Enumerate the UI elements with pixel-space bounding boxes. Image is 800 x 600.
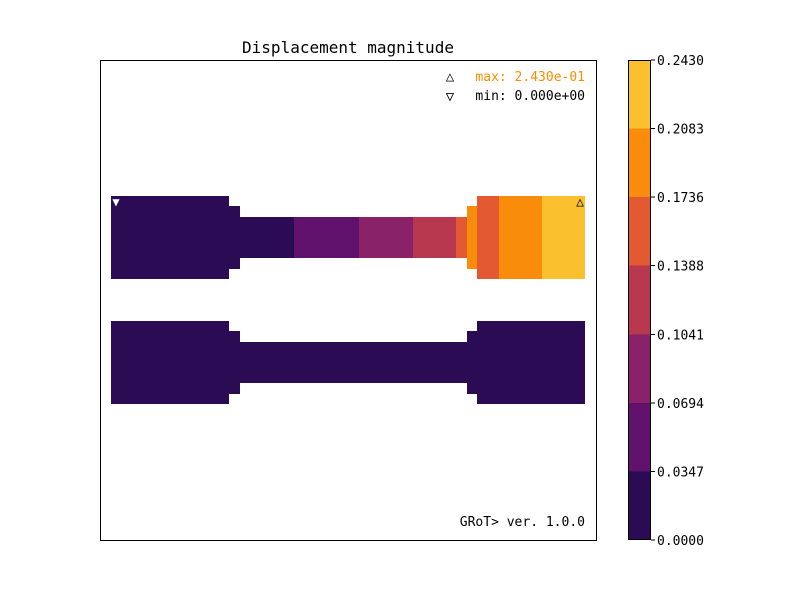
body-segment [240, 217, 294, 258]
body-segment [359, 217, 413, 258]
body-segment [111, 321, 229, 404]
colorbar-segment [628, 402, 651, 472]
body-segment [229, 331, 240, 394]
max-label: max: 2.430e-01 [475, 70, 585, 85]
colorbar-tick-label: 0.2083 [657, 123, 704, 138]
min-marker-legend: ▽ [446, 89, 455, 105]
body-segment [467, 206, 477, 269]
body-segment [499, 196, 542, 279]
colorbar: 0.0000 0.0347 0.0694 0.1041 0.1388 0.1736 0.20… [628, 54, 704, 549]
body-segment [542, 196, 585, 279]
body-segment [477, 196, 499, 279]
body-segment [467, 331, 477, 394]
body-segment [229, 206, 240, 269]
colorbar-tick-label: 0.0347 [657, 465, 704, 480]
body-segment [294, 342, 359, 383]
colorbar-segment [628, 471, 651, 540]
colorbar-tick-label: 0.1388 [657, 260, 704, 275]
body-segment [294, 217, 359, 258]
colorbar-tick-label: 0.0694 [657, 397, 704, 412]
colorbar-tick-label: 0.0000 [657, 534, 704, 549]
plot-frame [100, 60, 597, 541]
colorbar-frame [628, 60, 651, 540]
body-segment [413, 342, 456, 383]
min-point-marker: ▼ [112, 195, 120, 209]
body-deformed [111, 196, 585, 279]
colorbar-segment [628, 197, 651, 266]
specimen-bodies [111, 196, 585, 404]
colorbar-tick-label: 0.2430 [657, 54, 704, 69]
min-label: min: 0.000e+00 [475, 89, 585, 104]
body-segment [111, 196, 229, 279]
colorbar-segment [628, 334, 651, 403]
colorbar-segment [628, 265, 651, 335]
colorbar-segment [628, 128, 651, 198]
colorbar-segment [628, 60, 651, 129]
body-segment [477, 321, 585, 404]
max-marker-legend: △ [446, 69, 455, 85]
body-reference [111, 321, 585, 404]
body-segment [413, 217, 456, 258]
body-segment [456, 217, 467, 258]
max-point-marker: △ [576, 195, 584, 210]
body-segment [359, 342, 413, 383]
body-segment [240, 342, 294, 383]
chart-title: Displacement magnitude [242, 38, 454, 57]
colorbar-tick-label: 0.1041 [657, 328, 704, 343]
colorbar-tick-label: 0.1736 [657, 191, 704, 206]
version-footer: GRoT> ver. 1.0.0 [460, 515, 585, 530]
